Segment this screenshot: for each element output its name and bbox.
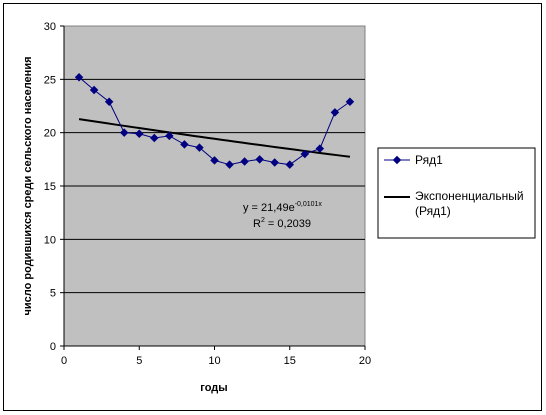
y-tick-label-25: 25 bbox=[44, 74, 56, 86]
y-tick-label-20: 20 bbox=[44, 128, 56, 140]
data-point-13 bbox=[255, 155, 264, 164]
trend-equation-base: y = 21,49e bbox=[243, 202, 295, 214]
legend-trend-label-1: Экспоненциальный bbox=[415, 189, 524, 203]
y-tick-label-0: 0 bbox=[50, 341, 56, 353]
x-axis-title: годы bbox=[200, 382, 227, 394]
data-point-16 bbox=[300, 149, 310, 159]
data-point-14 bbox=[270, 158, 279, 167]
x-axis-ticks: 0 5 10 15 20 bbox=[61, 346, 371, 367]
data-point-1 bbox=[74, 72, 84, 82]
legend-series-label: Ряд1 bbox=[415, 153, 443, 167]
x-tick-label-20: 20 bbox=[359, 355, 371, 367]
trend-equation-exponent: -0,0101x bbox=[295, 201, 323, 208]
y-axis-ticks: 0 5 10 15 20 25 30 bbox=[44, 21, 64, 353]
trend-r2: R2 = 0,2039 bbox=[253, 217, 311, 230]
data-point-7 bbox=[165, 131, 174, 141]
data-point-18 bbox=[330, 108, 340, 117]
y-tick-label-10: 10 bbox=[44, 234, 56, 246]
data-point-2 bbox=[89, 85, 99, 95]
data-point-6 bbox=[150, 133, 159, 143]
trend-r2-value: = 0,2039 bbox=[265, 218, 311, 230]
trend-equation: y = 21,49e-0,0101x bbox=[243, 201, 322, 214]
gridlines bbox=[64, 78, 365, 294]
data-point-3 bbox=[104, 97, 114, 106]
y-tick-label-15: 15 bbox=[44, 181, 56, 193]
data-point-8 bbox=[180, 140, 189, 149]
x-tick-label-5: 5 bbox=[136, 355, 142, 367]
data-point-4 bbox=[119, 128, 129, 137]
data-point-12 bbox=[240, 157, 249, 166]
legend: Ряд1 Экспоненциальный (Ряд1) bbox=[377, 147, 536, 239]
data-point-17 bbox=[315, 144, 325, 153]
legend-series-marker bbox=[392, 155, 402, 165]
legend-box bbox=[377, 147, 536, 239]
data-point-11 bbox=[225, 160, 234, 169]
data-point-15 bbox=[285, 160, 294, 169]
trend-r2-label: R bbox=[253, 218, 261, 230]
data-point-5 bbox=[135, 129, 144, 138]
data-point-10 bbox=[210, 156, 219, 165]
series-layer bbox=[74, 72, 355, 169]
legend-trend-label-2: (Ряд1) bbox=[415, 204, 451, 218]
x-tick-label-0: 0 bbox=[61, 355, 67, 367]
y-axis-title: число родившихся среди сельского населен… bbox=[22, 57, 34, 316]
data-point-19 bbox=[345, 97, 355, 106]
data-point-9 bbox=[195, 143, 204, 152]
trend-r2-exponent: 2 bbox=[261, 217, 265, 224]
x-tick-label-15: 15 bbox=[284, 355, 296, 367]
y-tick-label-30: 30 bbox=[44, 21, 56, 33]
x-tick-label-10: 10 bbox=[208, 355, 220, 367]
y-tick-label-5: 5 bbox=[50, 288, 56, 300]
